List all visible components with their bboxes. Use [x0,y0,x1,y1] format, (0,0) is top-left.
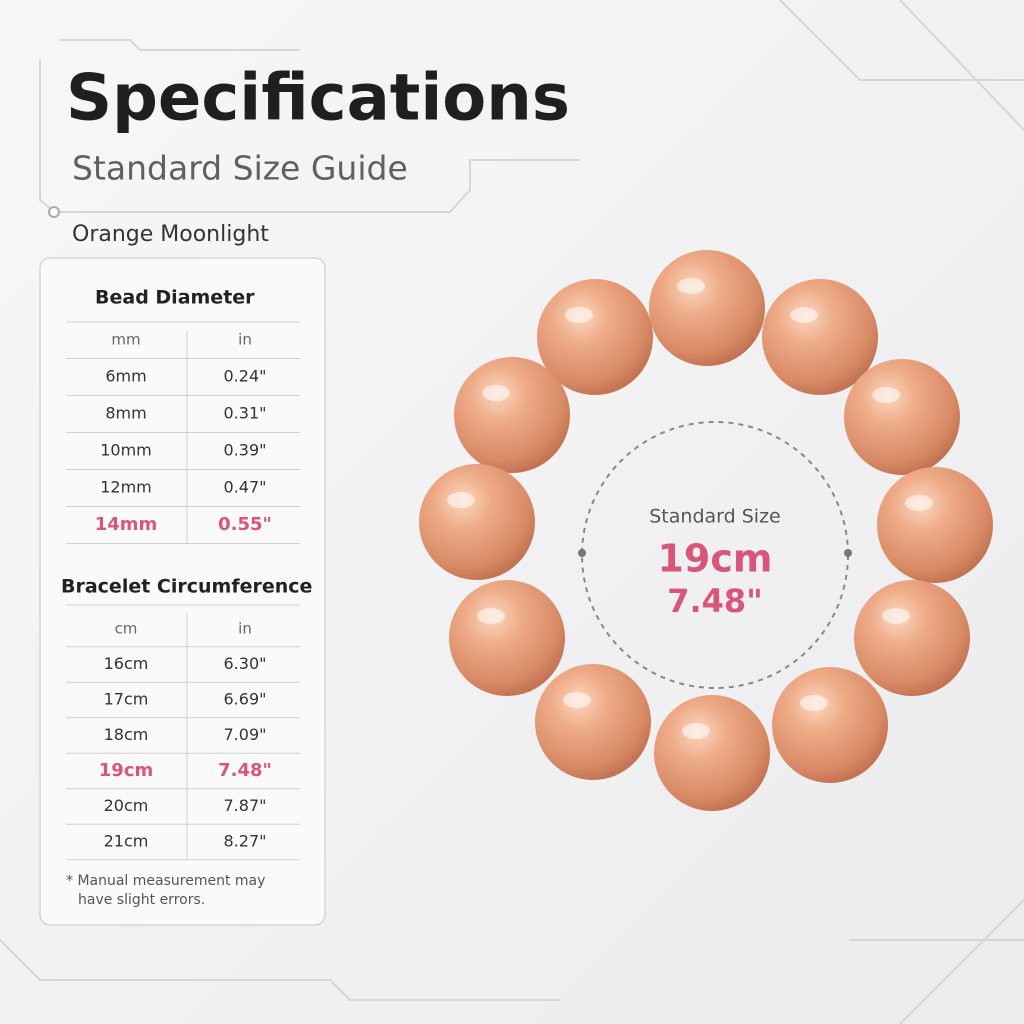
circle-dot [844,549,852,557]
bead-shine [800,695,828,711]
bead-shine [882,608,910,624]
cell: 7.09" [224,725,267,744]
spec-card [39,257,326,926]
cell: 17cm [104,690,149,709]
cell: 12mm [100,478,152,497]
bead-shine [563,692,591,708]
product-name: Orange Moonlight [72,222,269,247]
cell: 0.47" [224,478,267,497]
standard-cm: 19cm [657,537,772,581]
bead-shine [682,723,710,739]
bead [762,279,878,395]
column-header: cm [115,620,138,638]
column-header: in [238,620,252,638]
bead-shine [790,307,818,323]
bead [844,359,960,475]
title: Specifications [66,62,570,136]
cell: 0.31" [224,404,267,423]
column-header: in [238,331,252,349]
bead [449,580,565,696]
standard-label: Standard Size [649,506,780,528]
cell: 20cm [104,796,149,815]
standard-in: 7.48" [667,582,763,620]
bead [535,664,651,780]
cell: 19cm [99,760,153,781]
cell: 7.87" [224,796,267,815]
bead [419,464,535,580]
bead-shine [905,495,933,511]
cell: 8mm [105,404,146,423]
cell: 6mm [105,367,146,386]
bead [877,467,993,583]
bracelet [419,250,993,811]
bead-shine [477,608,505,624]
bead [454,357,570,473]
note: have slight errors. [78,892,205,908]
bead [772,667,888,783]
cell: 16cm [104,654,149,673]
table-title: Bead Diameter [95,287,255,309]
cell: 21cm [104,832,149,851]
decor-dot [48,206,60,218]
cell: 7.48" [218,760,272,781]
cell: 6.69" [224,690,267,709]
subtitle: Standard Size Guide [72,149,408,188]
bead-shine [565,307,593,323]
cell: 8.27" [224,832,267,851]
cell: 10mm [100,441,152,460]
cell: 0.39" [224,441,267,460]
bead [649,250,765,366]
cell: 0.24" [224,367,267,386]
table-title: Bracelet Circumference [61,576,312,598]
bead [537,279,653,395]
circle-dot [578,549,586,557]
bead-shine [872,387,900,403]
cell: 6.30" [224,654,267,673]
cell: 14mm [95,514,158,535]
note: * Manual measurement may [66,873,265,889]
column-header: mm [111,331,140,349]
bead [854,580,970,696]
cell: 18cm [104,725,149,744]
bead-shine [482,385,510,401]
bead-shine [677,278,705,294]
cell: 0.55" [218,514,272,535]
bead [654,695,770,811]
bead-shine [447,492,475,508]
